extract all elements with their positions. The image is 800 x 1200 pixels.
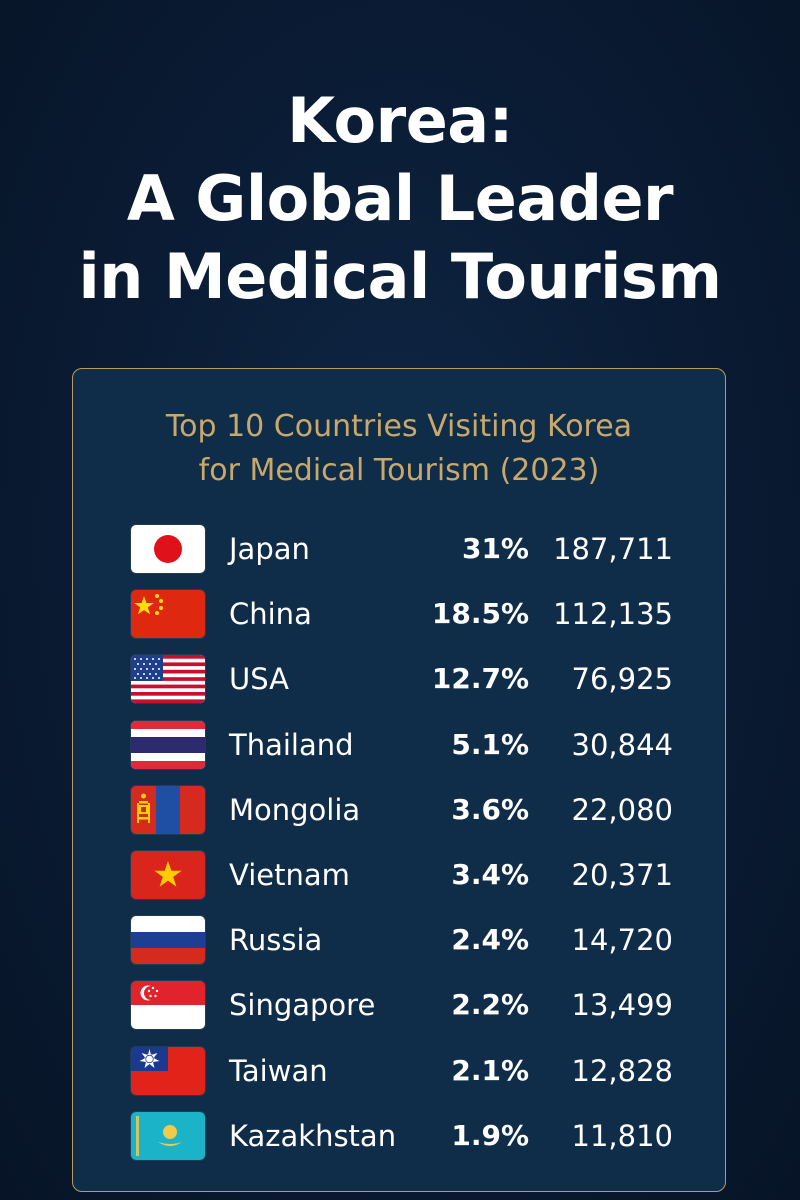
share-value: 12.7% xyxy=(431,662,529,696)
thailand-flag-icon xyxy=(131,720,205,769)
country-name: Mongolia xyxy=(229,792,361,827)
table-row: Japan 31% 187,711 xyxy=(73,517,725,582)
share-value: 3.6% xyxy=(451,792,529,826)
table-title-line: for Medical Tourism (2023) xyxy=(198,453,600,488)
share-value: 5.1% xyxy=(451,727,529,761)
country-name: Kazakhstan xyxy=(229,1118,397,1153)
country-name: China xyxy=(229,597,312,632)
country-table: Japan 31% 187,711 China 18.5% 112,135 xyxy=(73,517,725,1169)
table-row: Taiwan 2.1% 12,828 xyxy=(73,1039,725,1104)
table-row: Singapore 2.2% 13,499 xyxy=(73,973,725,1038)
country-name: Russia xyxy=(229,923,323,958)
table-row: Vietnam 3.4% 20,371 xyxy=(73,843,725,908)
table-row: Mongolia 3.6% 22,080 xyxy=(73,778,725,843)
page-title-line: Korea: xyxy=(287,84,513,157)
vietnam-flag-icon xyxy=(131,850,205,899)
visitors-value: 112,135 xyxy=(553,597,673,632)
visitors-value: 187,711 xyxy=(553,532,673,566)
china-flag-icon xyxy=(131,590,205,639)
country-name: Thailand xyxy=(229,727,354,762)
table-title-line: Top 10 Countries Visiting Korea xyxy=(165,409,633,444)
table-row: China 18.5% 112,135 xyxy=(73,582,725,647)
country-name: Singapore xyxy=(229,988,376,1023)
country-name: USA xyxy=(229,662,290,697)
page-title-line: in Medical Tourism xyxy=(78,240,722,313)
table-row: USA 12.7% 76,925 xyxy=(73,647,725,712)
singapore-flag-icon xyxy=(131,981,205,1030)
country-name: Japan xyxy=(229,532,310,566)
visitors-value: 76,925 xyxy=(571,662,673,697)
share-value: 3.4% xyxy=(451,857,529,891)
japan-flag-icon xyxy=(131,525,205,573)
page-title: Korea: A Global Leader in Medical Touris… xyxy=(0,82,800,316)
usa-flag-icon xyxy=(131,655,205,704)
table-title: Top 10 Countries Visiting Korea for Medi… xyxy=(73,405,725,493)
kazakhstan-flag-icon xyxy=(131,1111,205,1160)
visitors-value: 20,371 xyxy=(571,857,673,892)
share-value: 1.9% xyxy=(451,1118,529,1152)
visitors-value: 30,844 xyxy=(571,727,673,762)
table-row: Thailand 5.1% 30,844 xyxy=(73,713,725,778)
russia-flag-icon xyxy=(131,916,205,965)
page-title-line: A Global Leader xyxy=(126,162,674,235)
visitors-value: 13,499 xyxy=(571,988,673,1023)
country-name: Taiwan xyxy=(229,1053,328,1088)
table-row: Kazakhstan 1.9% 11,810 xyxy=(73,1104,725,1169)
country-name: Vietnam xyxy=(229,857,350,892)
share-value: 2.2% xyxy=(451,988,529,1022)
visitors-value: 11,810 xyxy=(571,1118,673,1153)
visitors-value: 12,828 xyxy=(571,1053,673,1088)
share-value: 18.5% xyxy=(431,597,529,631)
ranking-card: Top 10 Countries Visiting Korea for Medi… xyxy=(72,368,726,1192)
table-row: Russia 2.4% 14,720 xyxy=(73,908,725,973)
share-value: 2.4% xyxy=(451,923,529,957)
share-value: 31% xyxy=(461,532,529,565)
visitors-value: 22,080 xyxy=(571,792,673,827)
visitors-value: 14,720 xyxy=(571,923,673,958)
share-value: 2.1% xyxy=(451,1053,529,1087)
taiwan-flag-icon xyxy=(131,1046,205,1095)
mongolia-flag-icon xyxy=(131,785,205,834)
